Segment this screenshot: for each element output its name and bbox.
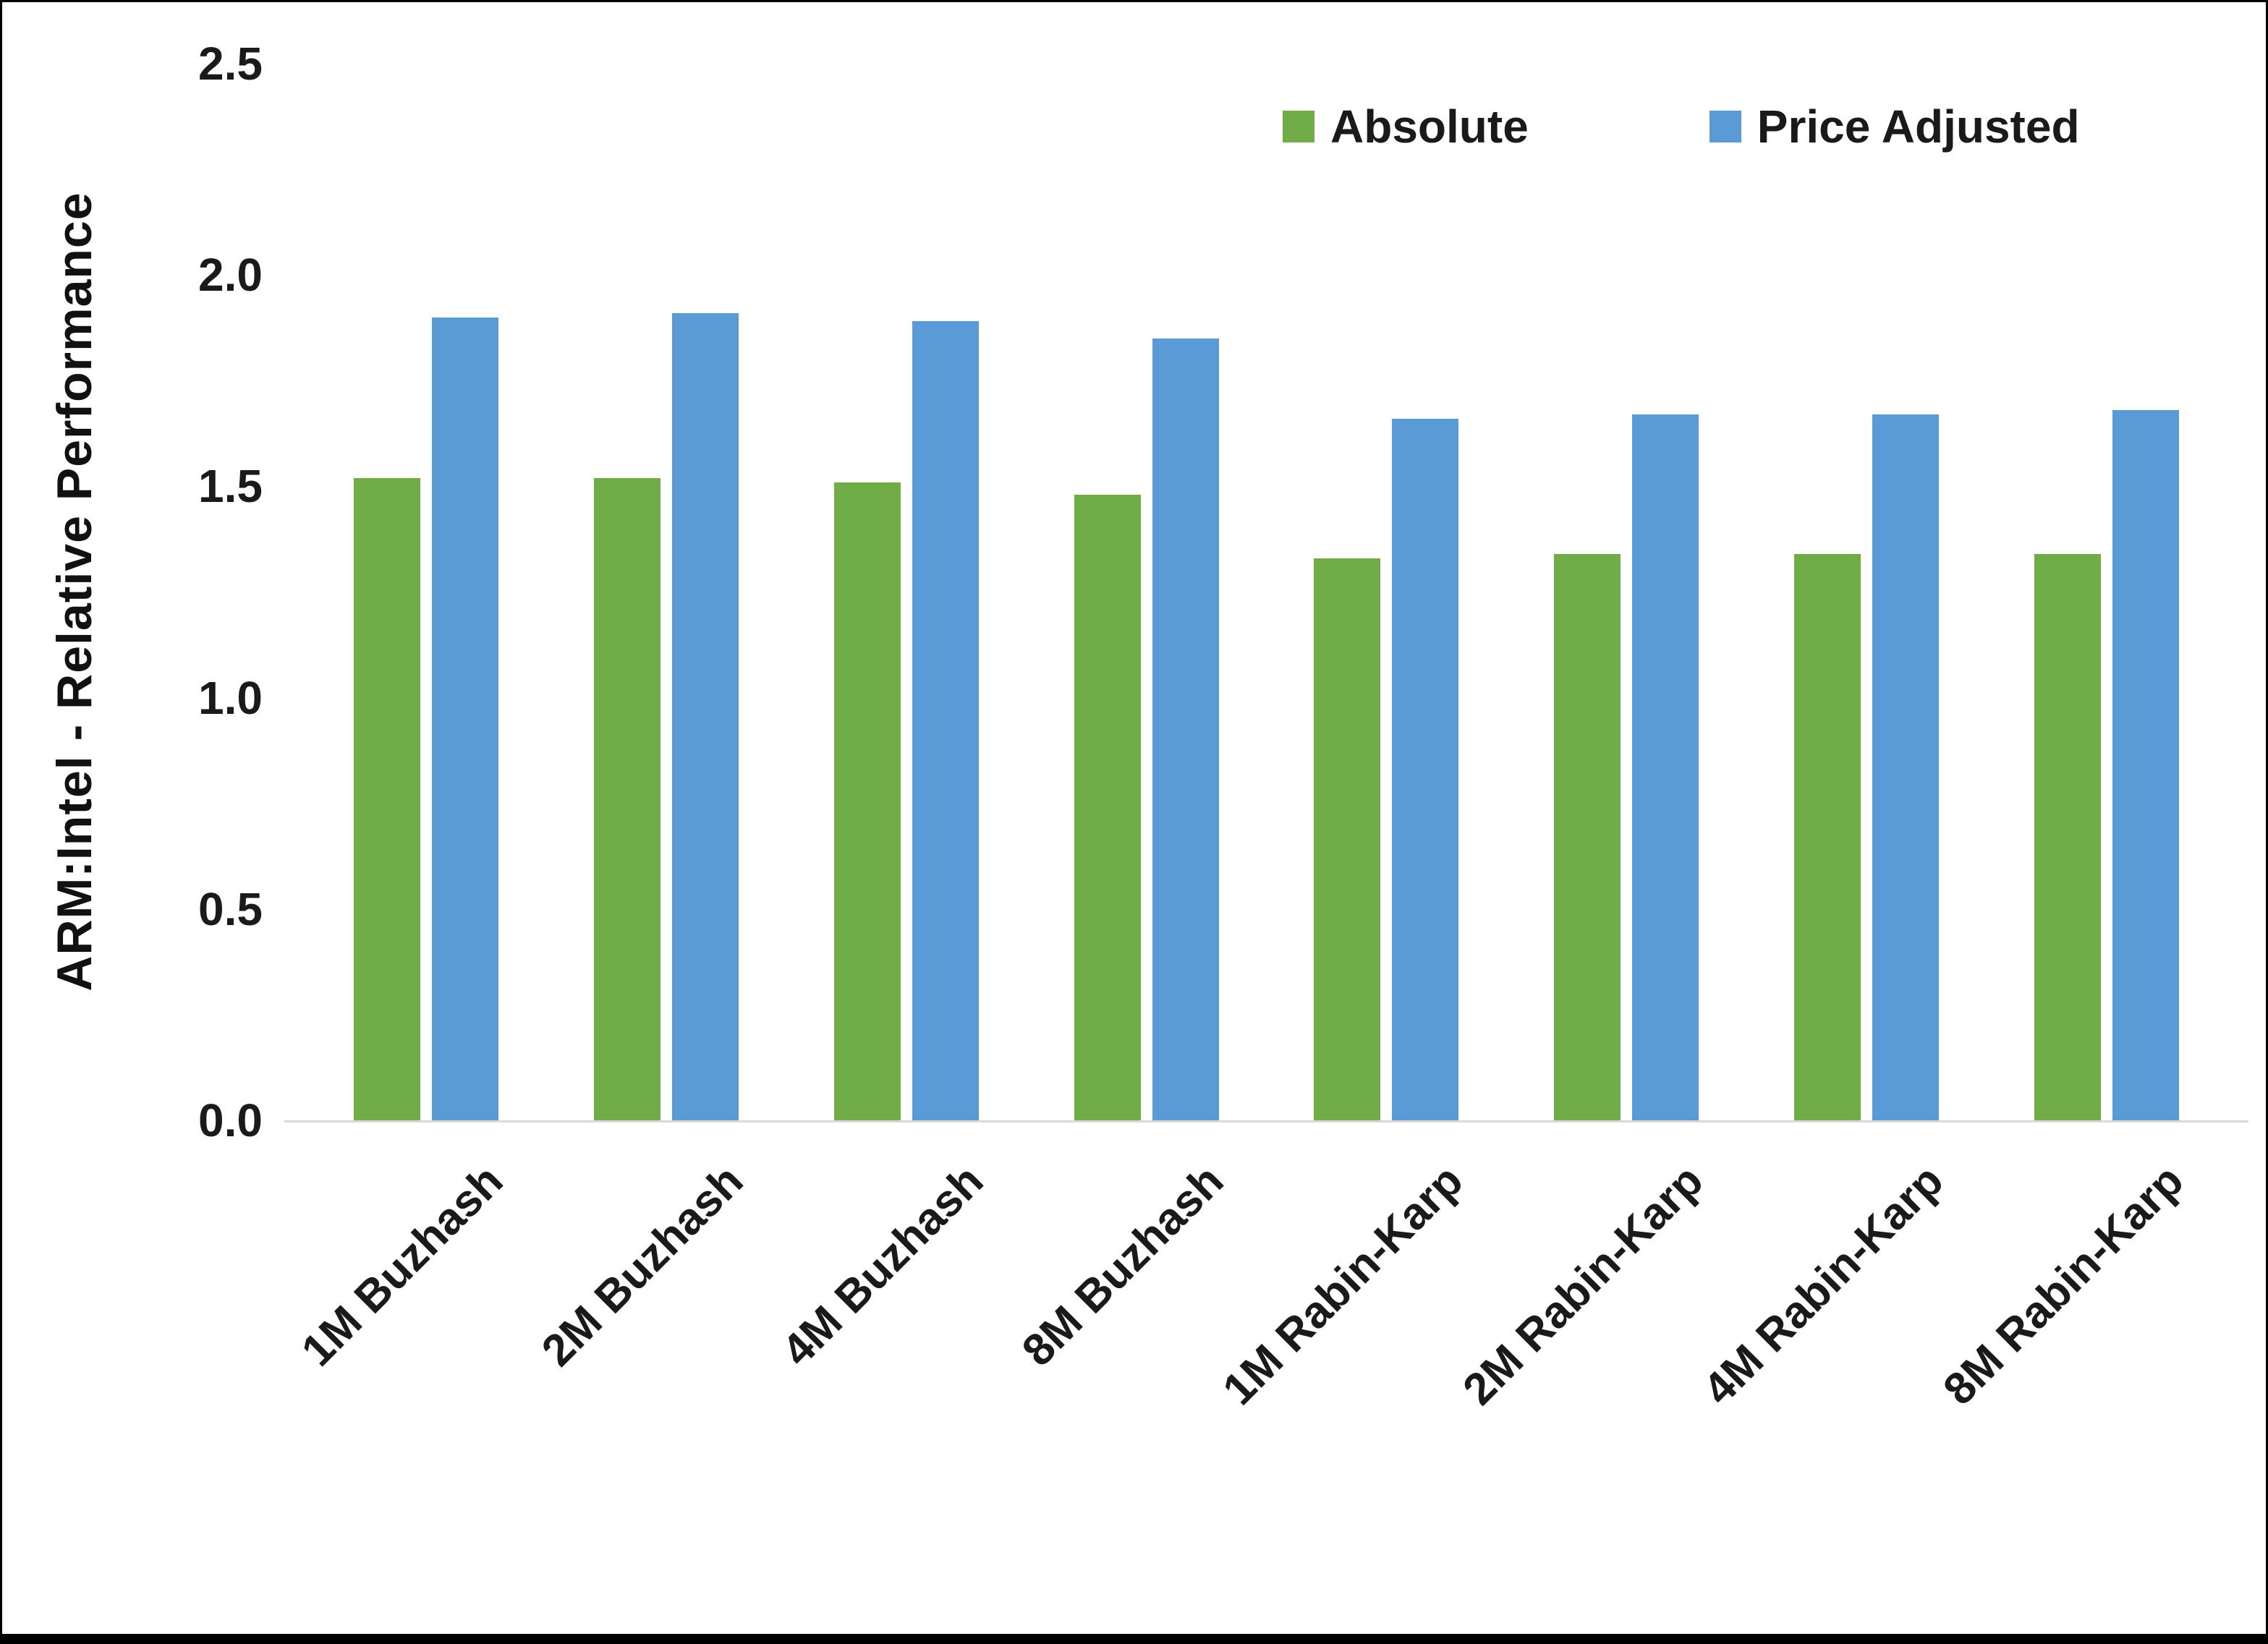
y-tick-label: 2.5 <box>198 38 263 90</box>
bar-absolute <box>1794 553 1861 1120</box>
bar-absolute <box>353 477 420 1120</box>
bar-price-adjusted <box>1872 414 1940 1120</box>
x-category-label: 1M Rabin-Karp <box>1213 1155 1473 1415</box>
bar-absolute <box>2034 553 2102 1120</box>
bar-price-adjusted <box>1632 414 1699 1120</box>
legend-swatch-icon <box>1283 111 1314 142</box>
y-tick-label: 0.5 <box>198 882 263 935</box>
bar-absolute <box>1314 558 1381 1120</box>
legend-item: Absolute <box>1283 100 1529 153</box>
bar-price-adjusted <box>431 317 498 1120</box>
bar-absolute <box>1074 495 1141 1120</box>
legend-swatch-icon <box>1709 111 1741 142</box>
bar-price-adjusted <box>1392 418 1459 1120</box>
legend-label: Price Adjusted <box>1757 101 2080 153</box>
bar-price-adjusted <box>2112 410 2180 1120</box>
x-category-label: 8M Rabin-Karp <box>1934 1155 2193 1415</box>
x-axis-line <box>284 1120 2248 1123</box>
y-tick-label: 0.0 <box>198 1094 263 1146</box>
x-category-label: 4M Rabin-Karp <box>1694 1155 1953 1415</box>
y-tick-label: 1.0 <box>198 671 263 724</box>
legend-label: Absolute <box>1330 101 1529 153</box>
legend-item: Price Adjusted <box>1709 100 2080 153</box>
bottom-border-rule <box>2 1634 2266 1642</box>
x-category-label: 2M Buzhash <box>532 1155 753 1376</box>
x-category-label: 8M Buzhash <box>1012 1155 1233 1376</box>
bar-price-adjusted <box>671 312 739 1120</box>
legend: Absolute Price Adjusted <box>1283 100 2080 153</box>
y-tick-label: 2.0 <box>198 249 263 302</box>
bar-price-adjusted <box>1152 338 1219 1120</box>
x-category-label: 1M Buzhash <box>292 1155 513 1376</box>
y-tick-label: 1.5 <box>198 460 263 513</box>
x-category-label: 2M Rabin-Karp <box>1453 1155 1713 1415</box>
bar-absolute <box>593 477 661 1120</box>
bar-absolute <box>833 482 901 1120</box>
bar-price-adjusted <box>912 321 979 1120</box>
bar-absolute <box>1554 553 1621 1120</box>
x-category-label: 4M Buzhash <box>772 1155 993 1376</box>
y-axis-title: ARM:Intel - Relative Performance <box>47 192 102 992</box>
